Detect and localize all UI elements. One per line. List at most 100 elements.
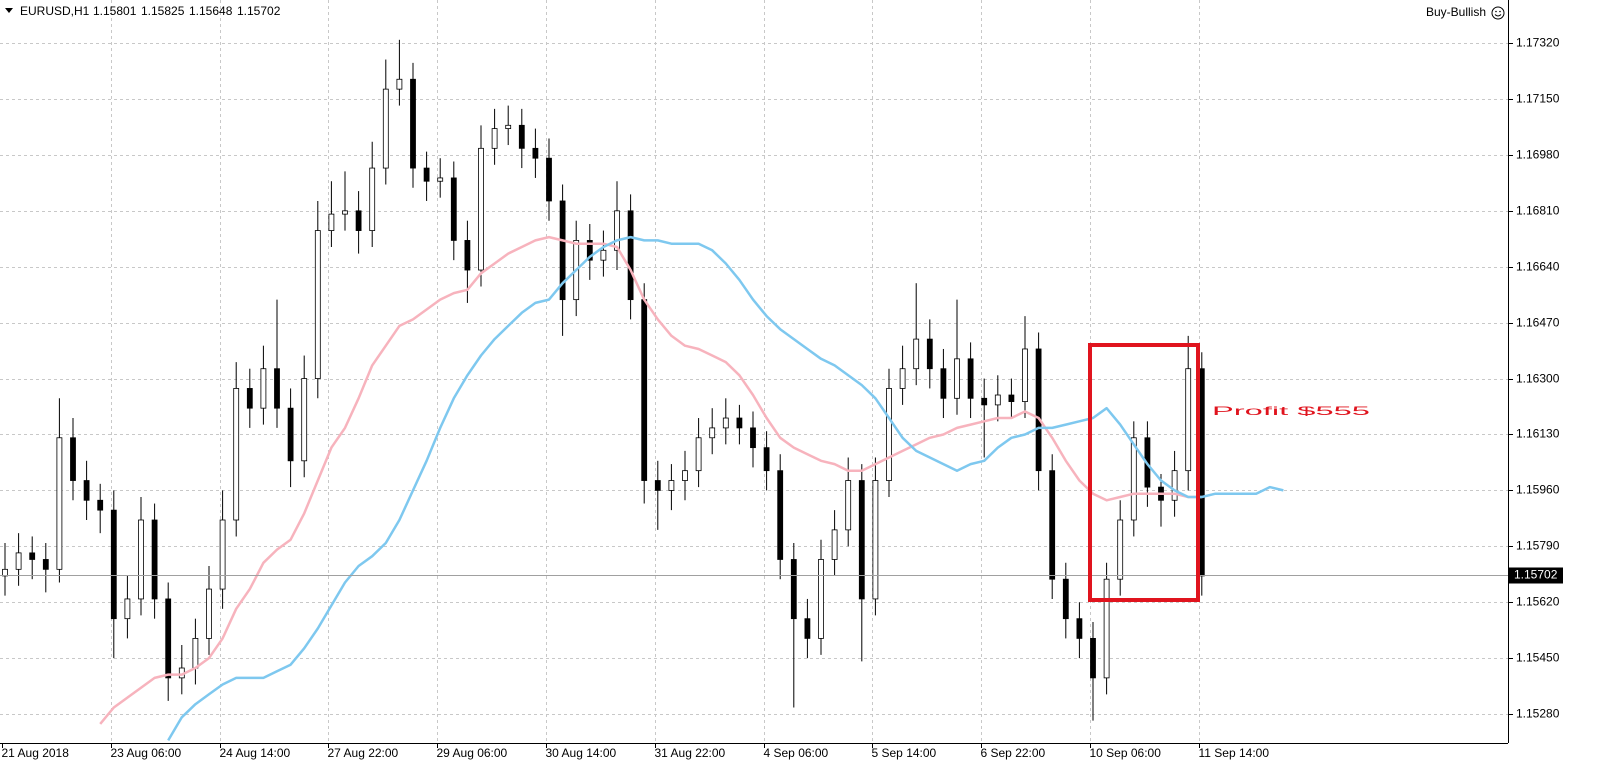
candle-body (559, 200, 566, 301)
candle-body (70, 437, 76, 481)
candle-body (1171, 470, 1178, 501)
x-tick-label: 24 Aug 14:00 (220, 746, 291, 760)
candle-body (314, 230, 321, 379)
x-tick-label: 11 Sep 14:00 (1199, 746, 1270, 760)
candle-body (274, 368, 280, 409)
candle-body (138, 519, 144, 600)
candle-body (831, 529, 838, 560)
y-tick-label: 1.15280 (1516, 707, 1560, 721)
candle-body (1130, 437, 1137, 521)
candle-body (110, 509, 117, 620)
quote-low: 1.15648 (189, 4, 233, 18)
indicator-name: Buy-Bullish (1426, 5, 1486, 19)
candle-body (369, 167, 376, 231)
candle-body (206, 588, 212, 639)
candle-body (722, 417, 729, 429)
y-tick-label: 1.16130 (1516, 427, 1560, 441)
candle-body (287, 407, 294, 462)
candle-body (872, 480, 879, 600)
candle-body (750, 427, 756, 449)
candle-body (83, 480, 90, 501)
candle-body (124, 598, 131, 620)
candle-body (695, 437, 702, 472)
candle-body (246, 388, 253, 409)
candle-body (1035, 348, 1042, 472)
y-tick-label: 1.15960 (1516, 483, 1560, 497)
y-tick-label: 1.17320 (1516, 36, 1560, 50)
x-tick-label: 4 Sep 06:00 (764, 746, 829, 760)
candle-body (491, 128, 498, 149)
candle-body (1103, 578, 1110, 679)
candle-body (1076, 618, 1083, 639)
candle-body (940, 368, 947, 399)
candle-body (328, 213, 335, 231)
y-tick-label: 1.16470 (1516, 316, 1560, 330)
y-tick-label: 1.17150 (1516, 92, 1560, 106)
y-tick-label: 1.15620 (1516, 595, 1560, 609)
candle-body (709, 427, 716, 439)
moving-average-line (167, 235, 1284, 742)
candle-body (151, 519, 158, 600)
y-tick-label: 1.16810 (1516, 204, 1560, 218)
candle-body (518, 124, 525, 149)
candle-body (233, 388, 240, 521)
candle-body (967, 358, 974, 399)
candle-body (790, 559, 797, 620)
candle-body (682, 470, 688, 481)
candle-body (858, 480, 865, 600)
candle-body (546, 157, 552, 202)
symbol: EURUSD,H1 (20, 4, 90, 18)
candle-body (614, 210, 620, 251)
candle-body (886, 388, 892, 481)
candle-body (2, 568, 8, 577)
candle-body (15, 552, 22, 570)
candle-body (654, 480, 661, 491)
candle-body (994, 394, 1001, 406)
x-tick-label: 5 Sep 14:00 (872, 746, 937, 760)
candle-body (219, 519, 226, 590)
candle-body (437, 177, 444, 182)
highlight-box (1088, 343, 1200, 602)
y-tick-label: 1.16980 (1516, 148, 1560, 162)
candle-body (42, 559, 49, 570)
candle-body (600, 249, 607, 261)
candle-body (355, 210, 362, 231)
candle-body (423, 167, 430, 182)
x-tick-label: 29 Aug 06:00 (437, 746, 508, 760)
candle-body (668, 480, 675, 491)
candle-body (913, 338, 920, 370)
candle-body (1185, 368, 1192, 472)
candle-body (382, 88, 389, 169)
candle-body (192, 638, 199, 669)
x-tick-label: 31 Aug 22:00 (655, 746, 726, 760)
candle-body (1062, 578, 1069, 620)
quote-open: 1.15801 (93, 4, 137, 18)
quote-close: 1.15702 (237, 4, 281, 18)
plot (0, 39, 1508, 742)
grid (0, 0, 1508, 743)
y-tick-label: 1.15450 (1516, 651, 1560, 665)
x-tick-label: 23 Aug 06:00 (111, 746, 182, 760)
y-tick-label: 1.15790 (1516, 539, 1560, 553)
candle-body (450, 177, 457, 241)
candle-body (777, 470, 784, 560)
x-tick-label: 6 Sep 22:00 (981, 746, 1046, 760)
candle-body (410, 78, 416, 169)
candle-body (1022, 348, 1028, 402)
candle-body (627, 210, 634, 301)
y-tick-label: 1.16640 (1516, 260, 1560, 274)
menu-arrow[interactable] (5, 8, 13, 13)
candle-body (1198, 368, 1205, 577)
last-price-box (1509, 567, 1563, 584)
last-price-label: 1.15702 (1514, 568, 1558, 582)
candle-body (478, 147, 484, 271)
candle-body (736, 417, 743, 429)
smiley[interactable] (1491, 6, 1505, 20)
moving-average-line (99, 235, 1202, 725)
x-tick-label: 27 Aug 22:00 (328, 746, 399, 760)
candle-body (899, 368, 906, 389)
candle-body (165, 598, 172, 679)
candle-body (954, 358, 960, 399)
